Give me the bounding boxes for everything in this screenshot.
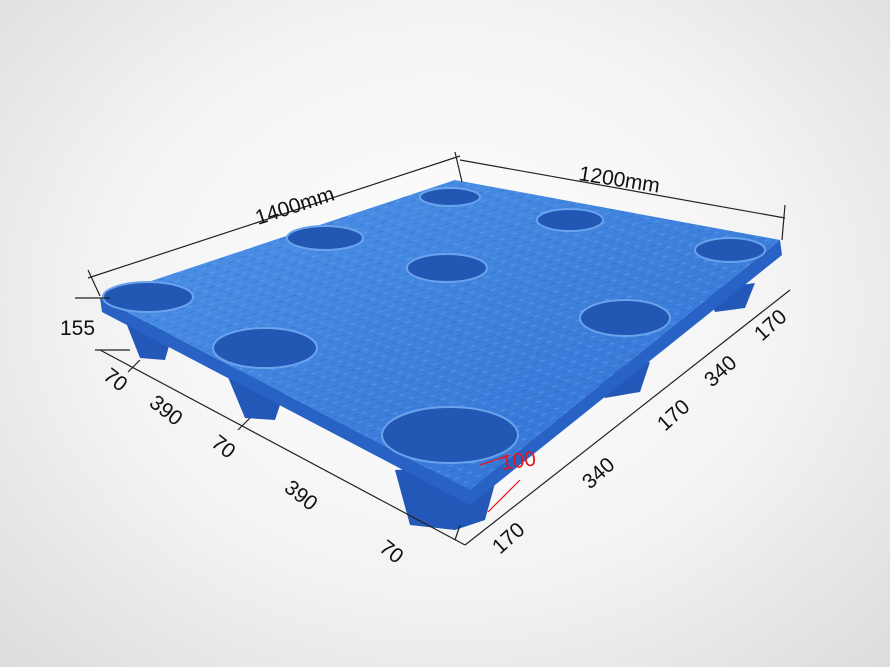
right-dim-5: 170 [488,518,529,559]
right-dim-2: 340 [700,351,741,392]
foot-height-label: 100 [499,447,537,475]
pallet-holes [102,187,766,464]
right-dim-4: 340 [578,453,619,494]
right-dim-3: 170 [653,395,694,436]
length-label: 1400mm [252,183,337,230]
dimension-lines [75,151,791,546]
left-dim-1: 70 [99,364,132,397]
width-label: 1200mm [577,162,661,197]
pallet-edge [100,240,782,505]
height-label: 155 [60,317,95,340]
right-dim-1: 170 [750,305,791,346]
left-dim-3: 70 [207,431,240,464]
left-dim-2: 390 [145,391,187,431]
left-dim-4: 390 [280,476,322,516]
left-dim-5: 70 [375,536,408,569]
